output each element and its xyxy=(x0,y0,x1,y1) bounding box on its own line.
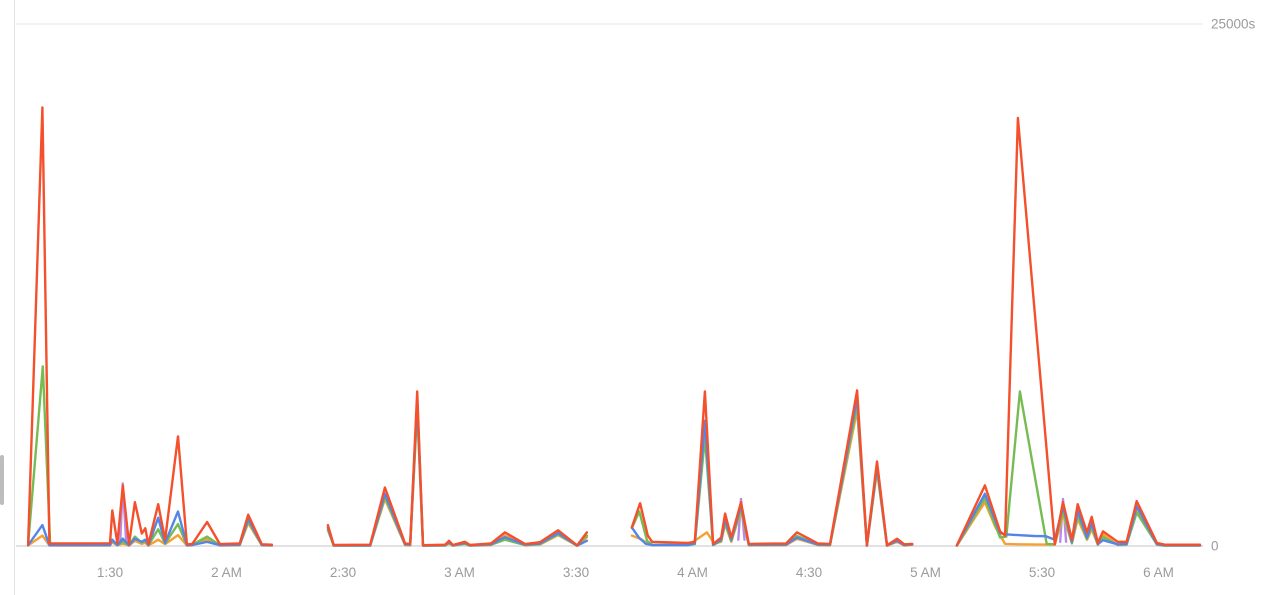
x-tick-label-2-30: 2:30 xyxy=(330,565,356,580)
y-axis-label: 25000s xyxy=(1211,17,1256,32)
series-red-line xyxy=(630,389,914,547)
x-tick-label-3-30: 3:30 xyxy=(563,565,589,580)
series-red-line xyxy=(26,106,274,546)
y-axis-label: 0 xyxy=(1211,539,1219,554)
series-purple-line xyxy=(1058,497,1068,543)
x-tick-label-5-am: 5 AM xyxy=(910,565,941,580)
series-blue-line xyxy=(326,398,589,547)
x-tick-label-5-30: 5:30 xyxy=(1029,565,1055,580)
series-green-line xyxy=(26,365,274,547)
x-tick-label-6-am: 6 AM xyxy=(1143,565,1174,580)
scrollbar-thumb[interactable] xyxy=(0,455,4,505)
series-green-line xyxy=(326,404,589,547)
x-tick-label-2-am: 2 AM xyxy=(211,565,242,580)
x-tick-label-4-am: 4 AM xyxy=(677,565,708,580)
left-divider xyxy=(14,0,15,595)
series-red-line xyxy=(955,116,1202,547)
x-tick-label-4-30: 4:30 xyxy=(796,565,822,580)
series-orange-line xyxy=(326,409,589,547)
series-purple-line xyxy=(118,482,128,546)
x-tick-label-1-30: 1:30 xyxy=(97,565,123,580)
series-red-line xyxy=(326,390,589,547)
x-tick-label-3-am: 3 AM xyxy=(444,565,475,580)
